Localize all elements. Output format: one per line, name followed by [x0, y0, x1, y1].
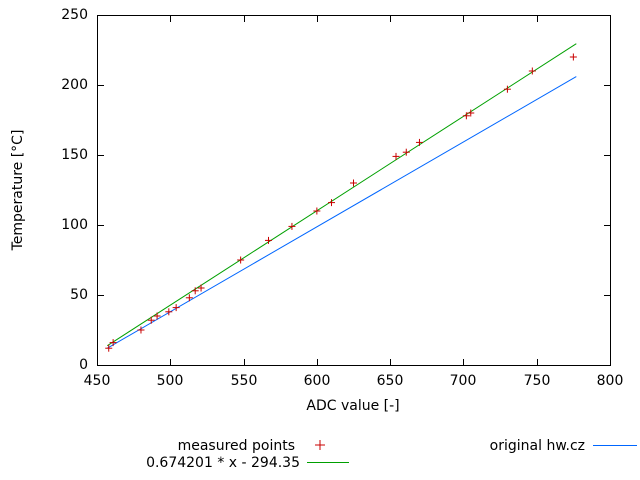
x-tick-label: 500	[156, 373, 184, 389]
y-tick-label: 150	[61, 147, 88, 163]
legend-label-original: original hw.cz	[489, 438, 585, 454]
x-tick-label: 550	[230, 373, 258, 389]
y-tick-label: 250	[61, 7, 88, 23]
y-tick-label: 100	[61, 217, 88, 233]
x-tick-label: 600	[303, 373, 331, 389]
plus-marker-icon	[315, 440, 325, 450]
y-tick-label: 0	[79, 357, 88, 373]
x-axis-title: ADC value [-]	[306, 398, 400, 414]
x-tick-label: 800	[596, 373, 624, 389]
x-tick-label: 700	[449, 373, 477, 389]
original-line-swatch	[593, 445, 637, 446]
x-tick-label: 650	[376, 373, 404, 389]
fit-line-swatch	[307, 462, 349, 463]
legend-label-fit: 0.674201 * x - 294.35	[146, 455, 300, 471]
legend-label-measured-points: measured points	[177, 438, 295, 454]
x-tick-label: 750	[523, 373, 551, 389]
y-tick-label: 200	[61, 77, 88, 93]
y-tick-label: 50	[70, 287, 88, 303]
x-tick-label: 450	[83, 373, 111, 389]
y-axis-title: Temperature [°C]	[10, 129, 26, 251]
